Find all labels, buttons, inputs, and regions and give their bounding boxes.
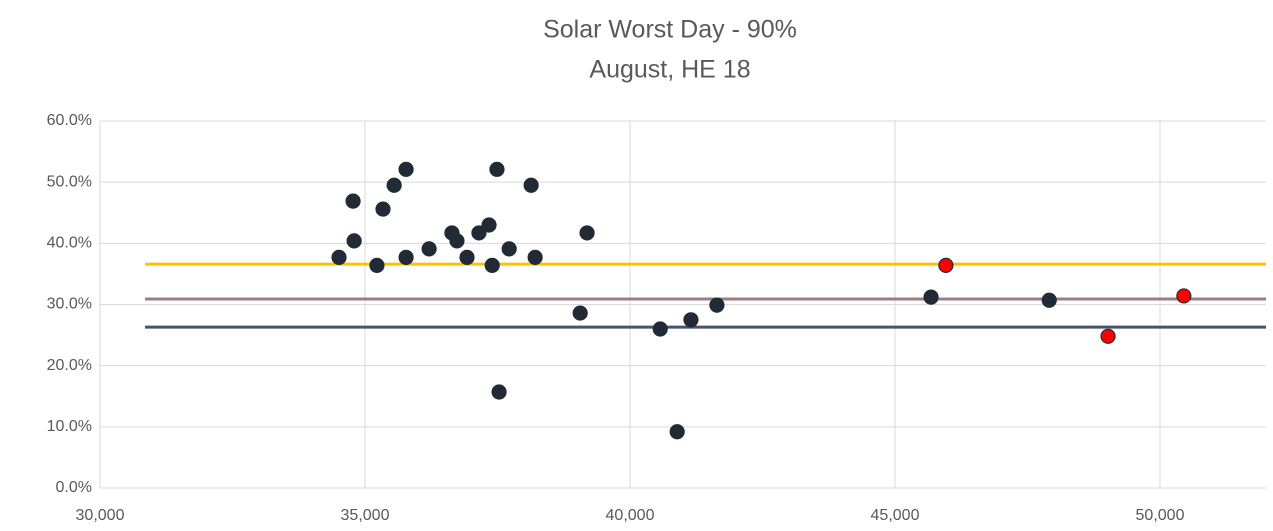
- point: [398, 249, 414, 266]
- point: [572, 305, 588, 321]
- point: [523, 177, 539, 193]
- point: [1176, 288, 1192, 304]
- y-tick-label: 50.0%: [47, 173, 92, 190]
- x-tick-label: 45,000: [871, 507, 920, 524]
- point: [579, 225, 595, 241]
- y-tick-label: 40.0%: [47, 235, 92, 252]
- y-tick-label: 60.0%: [47, 112, 92, 129]
- y-tick-label: 0.0%: [56, 479, 92, 496]
- point: [683, 312, 699, 328]
- point: [481, 217, 497, 233]
- point: [527, 249, 543, 266]
- point: [489, 161, 505, 177]
- point: [386, 177, 402, 193]
- point: [938, 257, 954, 273]
- point: [501, 241, 517, 257]
- x-tick-label: 50,000: [1136, 507, 1185, 524]
- point: [398, 161, 414, 177]
- point: [709, 297, 725, 313]
- x-tick-label: 30,000: [76, 507, 125, 524]
- point: [345, 193, 361, 209]
- x-tick-label: 35,000: [341, 507, 390, 524]
- x-tick-label: 40,000: [606, 507, 655, 524]
- point: [375, 201, 391, 217]
- y-tick-label: 30.0%: [47, 296, 92, 313]
- point: [459, 249, 475, 266]
- point: [1100, 328, 1116, 344]
- y-tick-label: 10.0%: [47, 418, 92, 435]
- point: [652, 321, 668, 337]
- chart-subtitle: August, HE 18: [589, 56, 750, 84]
- point: [923, 289, 939, 305]
- point: [669, 424, 685, 440]
- point: [331, 249, 347, 266]
- point: [449, 233, 465, 249]
- point: [1041, 292, 1057, 308]
- point: [346, 233, 362, 249]
- y-tick-label: 20.0%: [47, 357, 92, 374]
- point: [471, 225, 487, 241]
- point: [491, 384, 507, 400]
- point: [421, 241, 437, 257]
- point: [369, 257, 385, 273]
- chart-title: Solar Worst Day - 90%: [543, 16, 797, 44]
- point: [484, 257, 500, 273]
